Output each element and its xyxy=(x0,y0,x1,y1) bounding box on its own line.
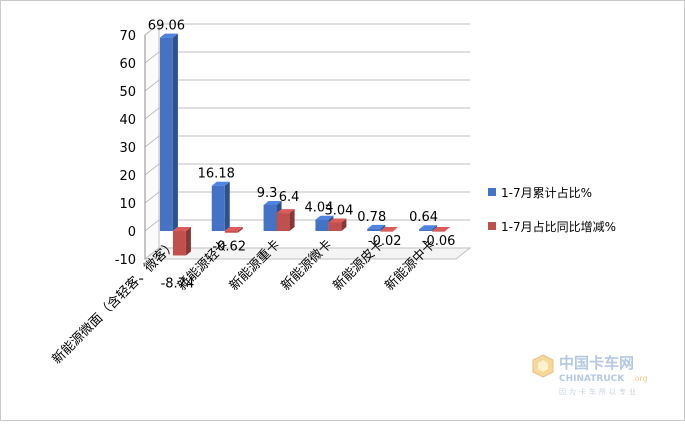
y-tick-label: 60 xyxy=(119,57,136,72)
bar-top xyxy=(419,225,438,230)
category-label: 新能源皮卡 xyxy=(330,237,387,294)
bar-side xyxy=(185,227,191,256)
data-label: 6.4 xyxy=(279,190,300,205)
bar xyxy=(380,231,394,232)
gridline-side xyxy=(144,23,160,36)
legend-label: 1-7月占比同比增减% xyxy=(501,219,616,234)
bar-side xyxy=(393,227,399,232)
bar xyxy=(315,219,329,231)
gridline-side xyxy=(144,79,160,92)
bar-top xyxy=(224,227,243,231)
data-label: -8.74 xyxy=(161,276,195,291)
legend-swatch xyxy=(488,188,496,196)
y-tick-label: 50 xyxy=(119,85,136,100)
bar-top xyxy=(172,227,191,231)
category-label: 新能源微卡 xyxy=(278,237,335,294)
axis-layer: -10 0 10 20 30 40 50 60 70 xyxy=(115,29,146,268)
data-label: 16.18 xyxy=(198,167,235,182)
bar-top xyxy=(159,33,178,38)
grid-layer xyxy=(143,22,472,261)
bar-top xyxy=(328,218,347,223)
data-label: 69.06 xyxy=(148,19,185,34)
bar-side xyxy=(289,209,295,231)
bar-top xyxy=(432,227,451,231)
bar xyxy=(419,229,433,231)
data-label: 0.78 xyxy=(357,210,386,225)
bar xyxy=(367,228,381,231)
bar xyxy=(172,231,186,256)
data-label: -0.62 xyxy=(212,240,246,255)
bar-top xyxy=(315,215,334,220)
bar-side xyxy=(172,33,178,231)
data-label: -0.02 xyxy=(368,234,402,249)
y-tick-label: 30 xyxy=(119,141,136,156)
watermark-latin: CHINATRUCK xyxy=(559,374,625,384)
gridline-side xyxy=(144,191,160,204)
watermark-name: 中国卡车网 xyxy=(559,354,634,372)
bar-top xyxy=(380,227,399,231)
bar-top xyxy=(276,209,295,214)
bar-side xyxy=(380,224,386,231)
legend-swatch xyxy=(488,222,496,230)
bar-side xyxy=(237,227,243,233)
gridline-side xyxy=(144,107,160,120)
y-tick-label: 10 xyxy=(119,197,136,212)
bar-side xyxy=(432,225,438,231)
gridline-side xyxy=(144,135,160,148)
watermark-tagline: 因为卡车所以专业 xyxy=(559,387,639,396)
bar xyxy=(211,185,225,231)
bar xyxy=(328,222,342,231)
data-label: -0.06 xyxy=(422,234,456,249)
bar-top xyxy=(211,181,230,186)
data-label: 3.04 xyxy=(324,203,353,218)
bar-side xyxy=(341,218,347,231)
bar-top xyxy=(367,224,386,229)
bar-side xyxy=(224,181,230,231)
watermark-logo: 中国卡车网 CHINATRUCK .org 因为卡车所以专业 xyxy=(532,354,648,396)
bar xyxy=(263,204,277,231)
bar xyxy=(159,37,173,231)
y-tick-label: 20 xyxy=(119,169,136,184)
bar xyxy=(224,231,238,233)
legend-label: 1-7月累计占比% xyxy=(501,185,592,200)
bar-top xyxy=(263,200,282,205)
data-label: 0.64 xyxy=(409,210,438,225)
y-tick-label: 0 xyxy=(128,225,136,240)
watermark-suffix: .org xyxy=(632,374,648,383)
bar-side xyxy=(445,227,451,232)
labels-layer: 69.06 -8.74 16.18 -0.62 9.3 6.4 4.043.04 0.78 -0… xyxy=(148,19,456,292)
gridline-side xyxy=(144,51,160,64)
floor xyxy=(143,247,472,260)
bar xyxy=(432,231,446,232)
data-label: 4.04 xyxy=(304,201,333,216)
data-label: 9.3 xyxy=(257,186,278,201)
bar xyxy=(276,213,290,231)
legend: 1-7月累计占比% 1-7月占比同比增减% xyxy=(488,185,616,234)
bars-layer xyxy=(159,33,451,256)
y-tick-label: 70 xyxy=(119,29,136,44)
gridline-side xyxy=(144,219,160,232)
gridline-side xyxy=(144,163,160,176)
y-tick-label: -10 xyxy=(115,253,136,268)
logo-hexagon-inner-icon xyxy=(538,360,548,372)
y-tick-label: 40 xyxy=(119,113,136,128)
